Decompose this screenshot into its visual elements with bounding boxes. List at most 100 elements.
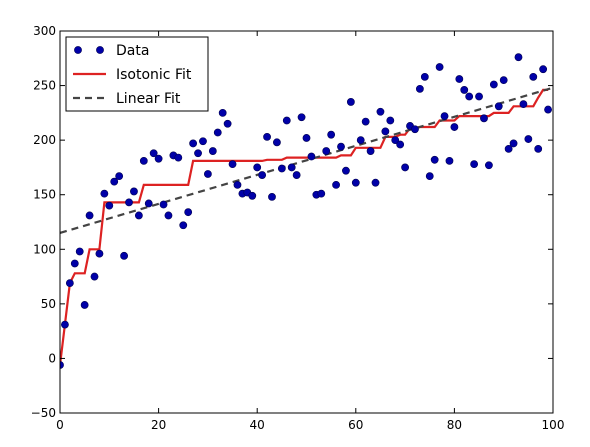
data-point [125,198,133,207]
data-point [139,156,148,165]
data-point [164,211,173,220]
data-point [297,113,306,122]
data-point [105,201,114,210]
y-tick-label: 200 [33,133,56,147]
data-point [396,140,405,149]
data-point [460,86,469,94]
legend-label: Isotonic Fit [116,67,192,83]
data-point [475,92,483,101]
legend: Data Isotonic Fit Linear Fit [65,36,209,112]
axes-frame [59,30,554,414]
data-point [381,127,390,136]
data-point [332,180,340,189]
y-tick-label: −50 [31,406,56,420]
data-point [179,221,188,230]
data-point [85,211,94,220]
data-point [263,132,271,141]
data-point [411,125,419,134]
legend-marker [74,46,82,54]
data-point [366,147,375,155]
data-point [95,249,104,258]
data-point [199,137,207,146]
y-tick-label: 300 [33,24,56,38]
data-point [435,63,444,71]
data-point [450,123,459,131]
data-point [322,147,331,155]
data-point [233,180,242,189]
data-point [223,119,232,128]
data-point [337,142,345,151]
data-point [100,189,109,198]
data-point [514,53,523,62]
data-point [401,163,409,172]
data-point [154,154,163,163]
data-point [120,251,128,260]
data-point [282,116,291,125]
isotonic-fit-line [60,88,549,366]
data-point [529,72,538,81]
data-point [65,279,74,288]
data-point [524,135,533,143]
data-point [287,163,296,172]
data-point [149,149,158,158]
data-point [277,164,286,173]
data-point [420,72,429,81]
data-point [302,134,311,142]
data-point [455,75,464,83]
data-point [342,166,350,175]
data-point [90,272,99,281]
data-point [203,170,212,178]
data-point [489,80,498,89]
x-tick-label: 20 [151,418,166,432]
data-point [159,200,168,209]
data-point [361,117,370,126]
data-point [292,171,301,179]
data-point [499,76,508,85]
data-point [430,155,439,164]
y-tick-label: 150 [33,188,56,202]
data-point [356,136,365,145]
data-point [208,147,217,155]
data-point [371,178,380,187]
data-point [61,320,69,329]
legend-marker [96,46,104,54]
data-point [470,160,479,169]
data-point [391,136,400,145]
data-point [307,152,316,161]
data-point [509,139,518,148]
linear-fit-line [60,86,553,234]
data-point [228,160,237,169]
x-tick-label: 100 [542,418,565,432]
data-point [544,105,552,114]
data-point [184,208,193,217]
legend-label: Data [116,43,149,59]
data-point [465,92,474,101]
data-point [415,84,424,93]
data-point [70,259,79,268]
data-point [213,128,222,137]
data-point [144,199,153,208]
data-point [425,172,434,181]
data-point [174,153,183,162]
x-tick-label: 80 [447,418,462,432]
data-point [504,144,513,153]
x-tick-label: 60 [348,418,363,432]
plot-area [60,53,553,369]
data-point [480,114,488,123]
data-point [327,130,336,139]
data-point [258,171,267,179]
data-point [445,156,454,165]
data-point [317,189,326,198]
y-tick-label: 250 [33,79,56,93]
data-point [534,144,543,153]
data-point [194,149,202,158]
data-point [130,187,138,196]
data-point [110,177,119,186]
legend-label: Linear Fit [116,91,181,107]
data-point [539,65,548,74]
data-point [75,247,84,256]
data-point [386,116,395,125]
data-point [248,191,257,200]
